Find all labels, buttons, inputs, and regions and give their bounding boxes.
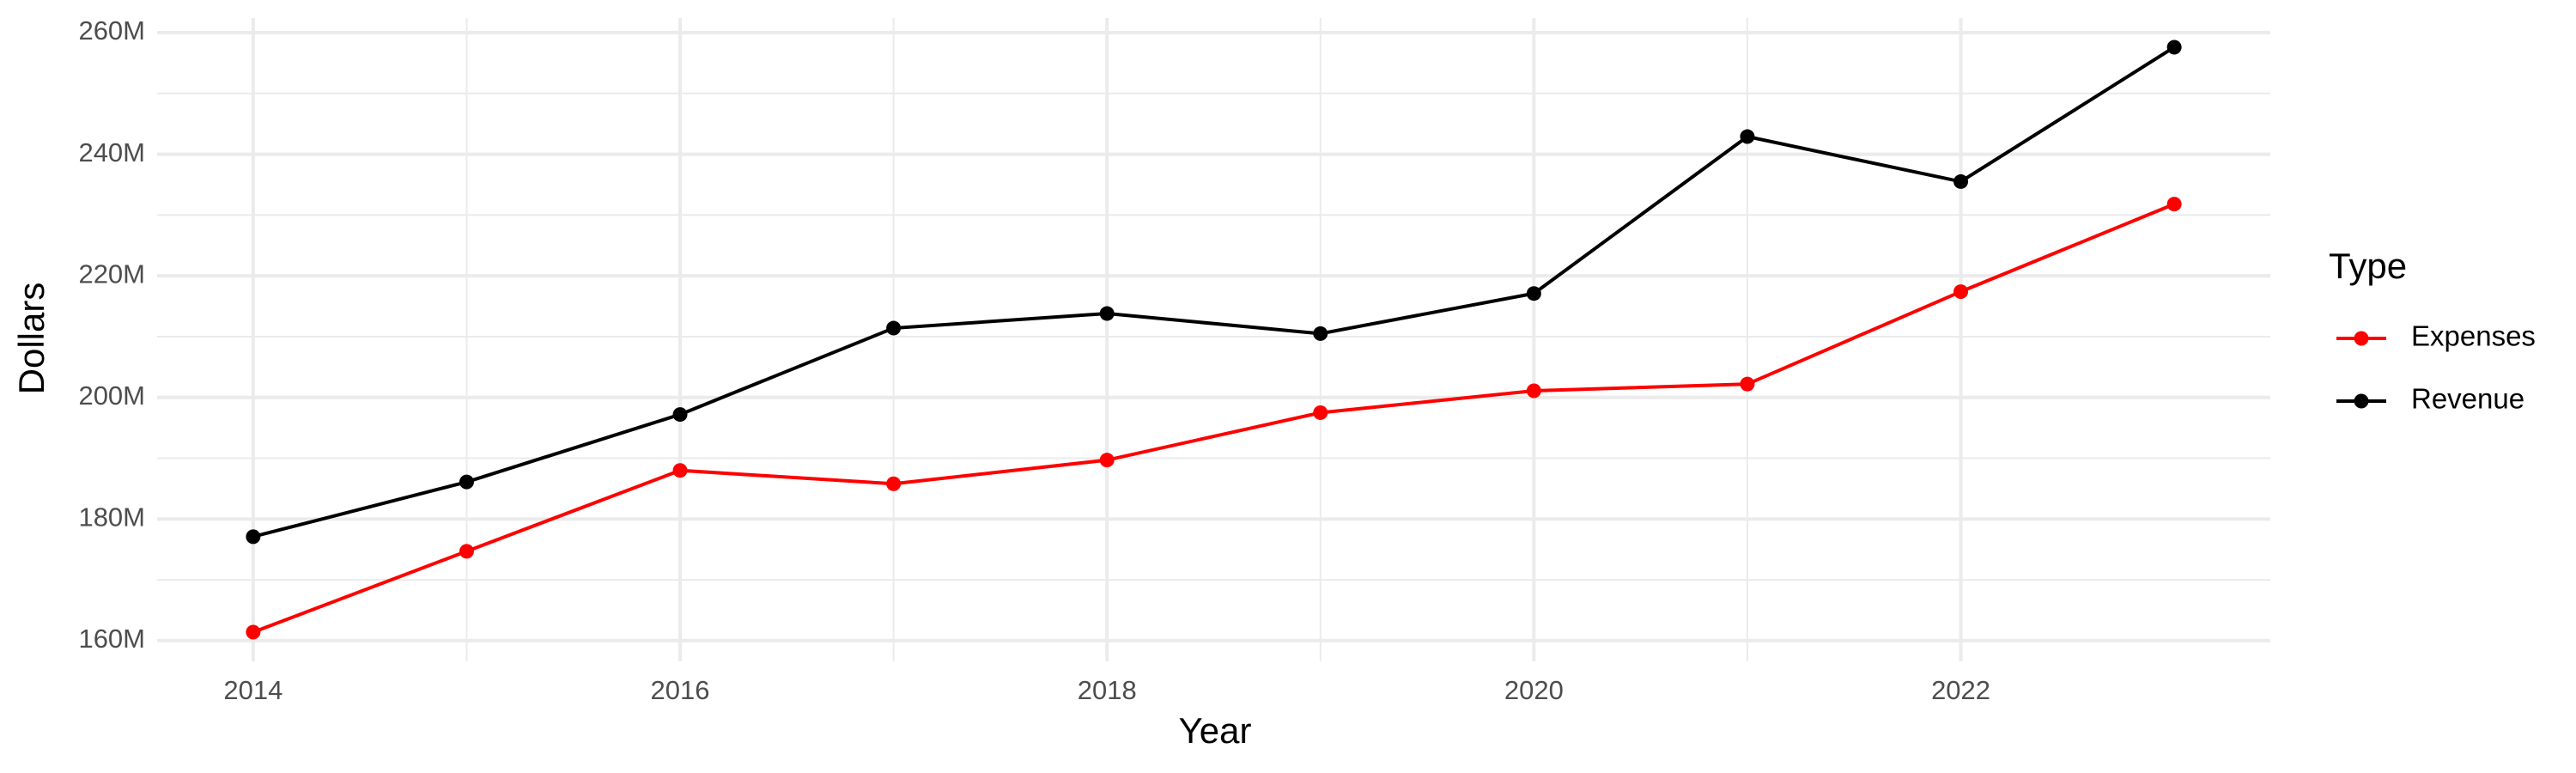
- legend-label: Revenue: [2411, 383, 2524, 415]
- y-tick-label: 200M: [78, 380, 145, 411]
- data-point: [1953, 284, 1969, 300]
- data-point: [1526, 383, 1541, 399]
- x-axis-title: Year: [1179, 710, 1252, 751]
- data-point: [1313, 405, 1328, 420]
- data-point: [1526, 286, 1541, 301]
- x-tick-label: 2022: [1931, 675, 1990, 705]
- x-tick-label: 2020: [1504, 675, 1564, 705]
- data-point: [1740, 376, 1755, 392]
- y-tick-label: 240M: [78, 137, 145, 167]
- data-point: [672, 407, 688, 423]
- x-tick-label: 2014: [223, 675, 283, 705]
- series-line: [252, 202, 2175, 634]
- data-point: [246, 624, 261, 640]
- data-point: [459, 544, 474, 559]
- data-point: [1099, 306, 1115, 321]
- legend-title: Type: [2329, 246, 2407, 286]
- data-point: [672, 463, 688, 478]
- legend-label: Expenses: [2411, 320, 2536, 352]
- data-point: [886, 320, 902, 336]
- y-tick-label: 220M: [78, 259, 145, 289]
- data-point: [246, 529, 261, 545]
- data-point: [2166, 197, 2182, 212]
- data-point: [886, 476, 902, 491]
- data-point: [1953, 173, 1969, 189]
- data-point: [1313, 326, 1328, 341]
- legend-key-point: [2354, 393, 2369, 409]
- data-point: [1740, 129, 1755, 144]
- x-tick-label: 2016: [651, 675, 710, 705]
- series-line: [252, 46, 2176, 539]
- y-tick-label: 180M: [78, 502, 145, 533]
- y-axis-title: Dollars: [11, 283, 52, 395]
- legend-key-point: [2354, 331, 2369, 346]
- y-tick-label: 160M: [78, 624, 145, 654]
- y-tick-label: 260M: [78, 15, 145, 46]
- x-tick-label: 2018: [1078, 675, 1137, 705]
- data-point: [2166, 40, 2182, 55]
- data-point: [1099, 453, 1115, 468]
- data-point: [459, 474, 474, 490]
